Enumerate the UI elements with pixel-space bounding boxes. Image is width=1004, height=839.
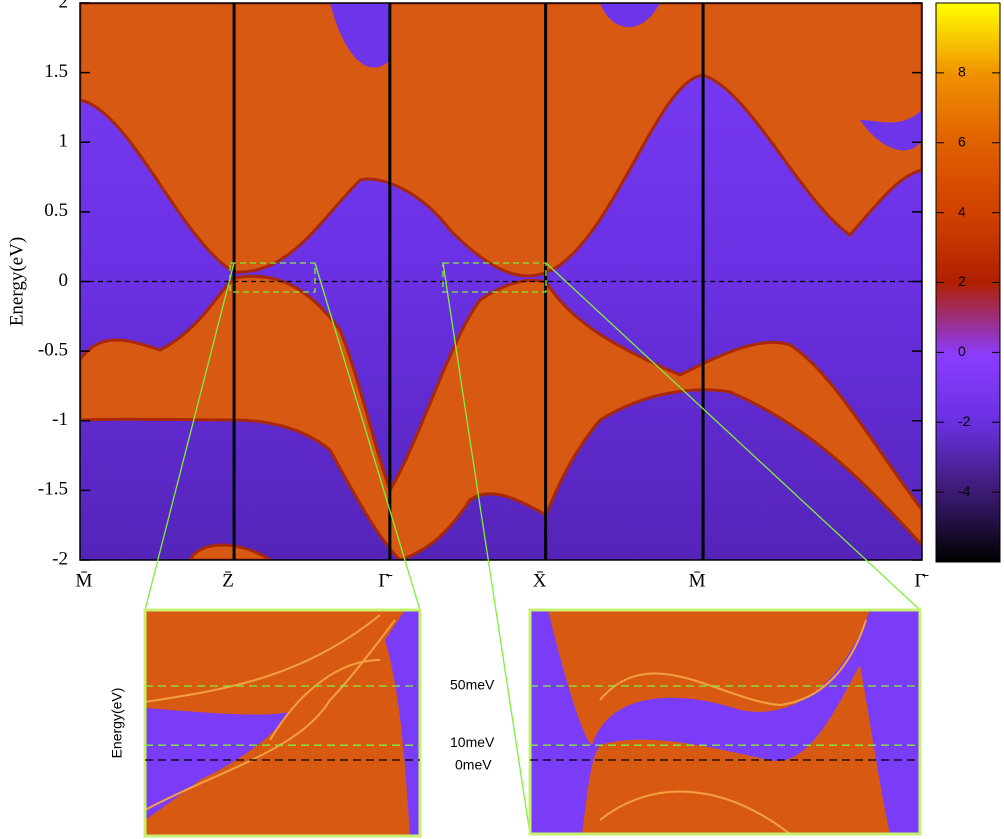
x-tick-label: M̄ bbox=[76, 570, 93, 591]
x-tick-label: X̄ bbox=[533, 570, 547, 591]
level-label: 10meV bbox=[450, 734, 495, 750]
colorbar-tick-label: 4 bbox=[958, 203, 966, 219]
colorbar-tick-label: -4 bbox=[958, 483, 971, 499]
y-tick-label: 2 bbox=[59, 0, 69, 12]
colorbar-tick-label: -2 bbox=[958, 413, 971, 429]
x-tick-label: Γ̄ bbox=[915, 570, 929, 591]
colorbar bbox=[936, 3, 1000, 562]
inset-map bbox=[145, 610, 420, 836]
y-tick-label: 0.5 bbox=[44, 200, 68, 221]
y-axis-label: Energy(eV) bbox=[6, 237, 27, 326]
y-tick-label: 0 bbox=[59, 270, 69, 291]
level-label: 50meV bbox=[450, 677, 495, 693]
x-tick-label: Z̄ bbox=[222, 570, 234, 591]
y-tick-label: 1 bbox=[59, 131, 69, 152]
inset-map bbox=[530, 610, 920, 834]
colorbar-tick-label: 0 bbox=[958, 343, 966, 359]
y-tick-label: -1.5 bbox=[38, 479, 68, 500]
x-tick-label: M̄ bbox=[689, 570, 706, 591]
y-tick-label: -0.5 bbox=[38, 339, 68, 360]
y-tick-label: 1.5 bbox=[44, 61, 68, 82]
colorbar-tick-label: 8 bbox=[958, 64, 966, 80]
figure: -2 -1.5 -1 -0.5 0 0.5 1 1.5 2 Energy(eV) M̄ Z̄ Γ̄ X̄ M… bbox=[0, 0, 1004, 839]
inset-y-label: Energy(eV) bbox=[109, 688, 125, 759]
colorbar-tick-label: 6 bbox=[958, 133, 966, 149]
colorbar-tick-label: 2 bbox=[958, 273, 966, 289]
y-tick-label: -1 bbox=[52, 409, 68, 430]
y-tick-label: -2 bbox=[52, 548, 68, 569]
x-tick-label: Γ̄ bbox=[378, 570, 392, 591]
level-label: 0meV bbox=[455, 757, 492, 773]
